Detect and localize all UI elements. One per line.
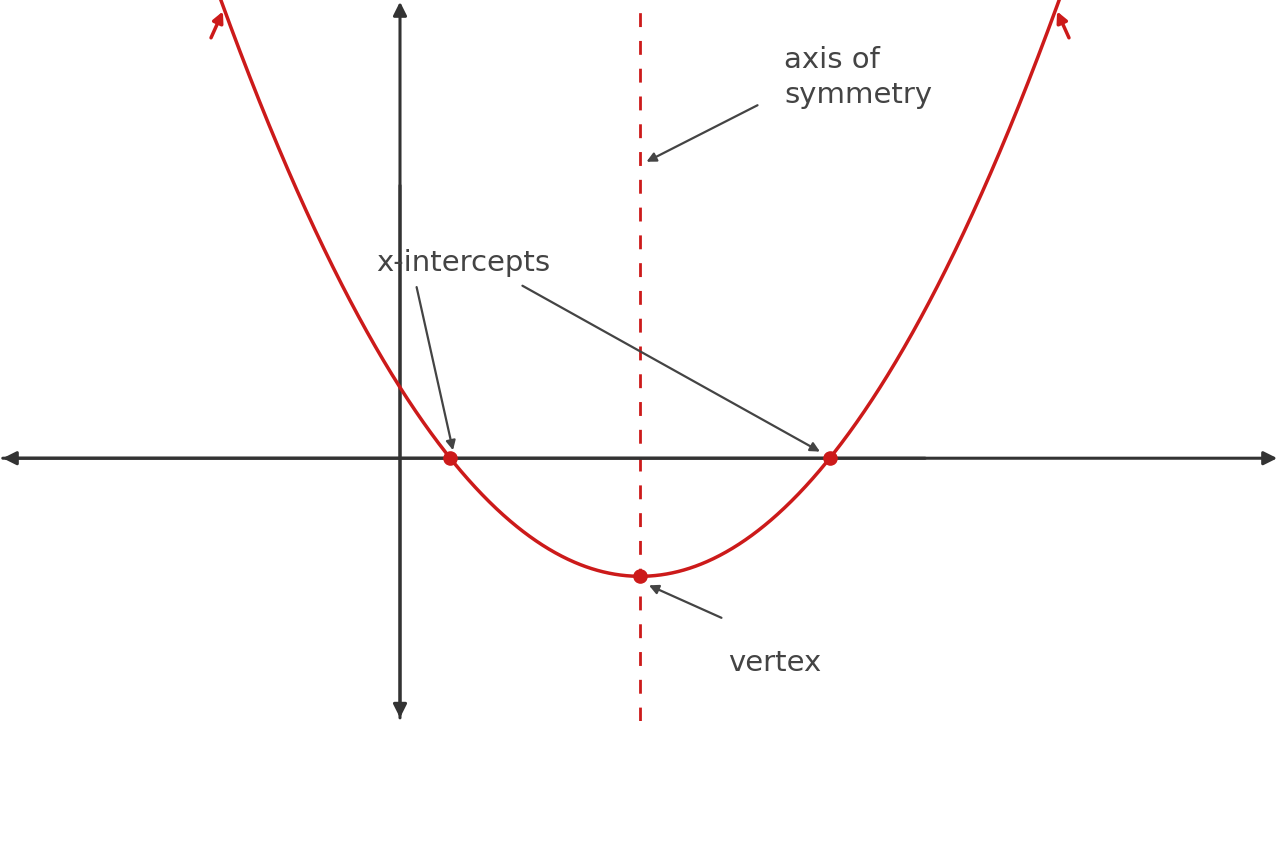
Text: www.inchcalculator.com: www.inchcalculator.com	[498, 817, 782, 841]
Bar	[626, 734, 654, 746]
Text: vertex: vertex	[728, 648, 822, 676]
Bar	[626, 785, 637, 801]
Point	[820, 452, 841, 466]
Bar	[641, 766, 654, 782]
Text: x-intercepts: x-intercepts	[376, 249, 550, 277]
Bar	[641, 785, 654, 801]
Point	[439, 452, 460, 466]
Bar	[626, 766, 637, 782]
Bar	[626, 748, 637, 763]
Bar	[641, 748, 654, 763]
Point	[630, 570, 650, 583]
Text: axis of
symmetry: axis of symmetry	[783, 46, 932, 108]
